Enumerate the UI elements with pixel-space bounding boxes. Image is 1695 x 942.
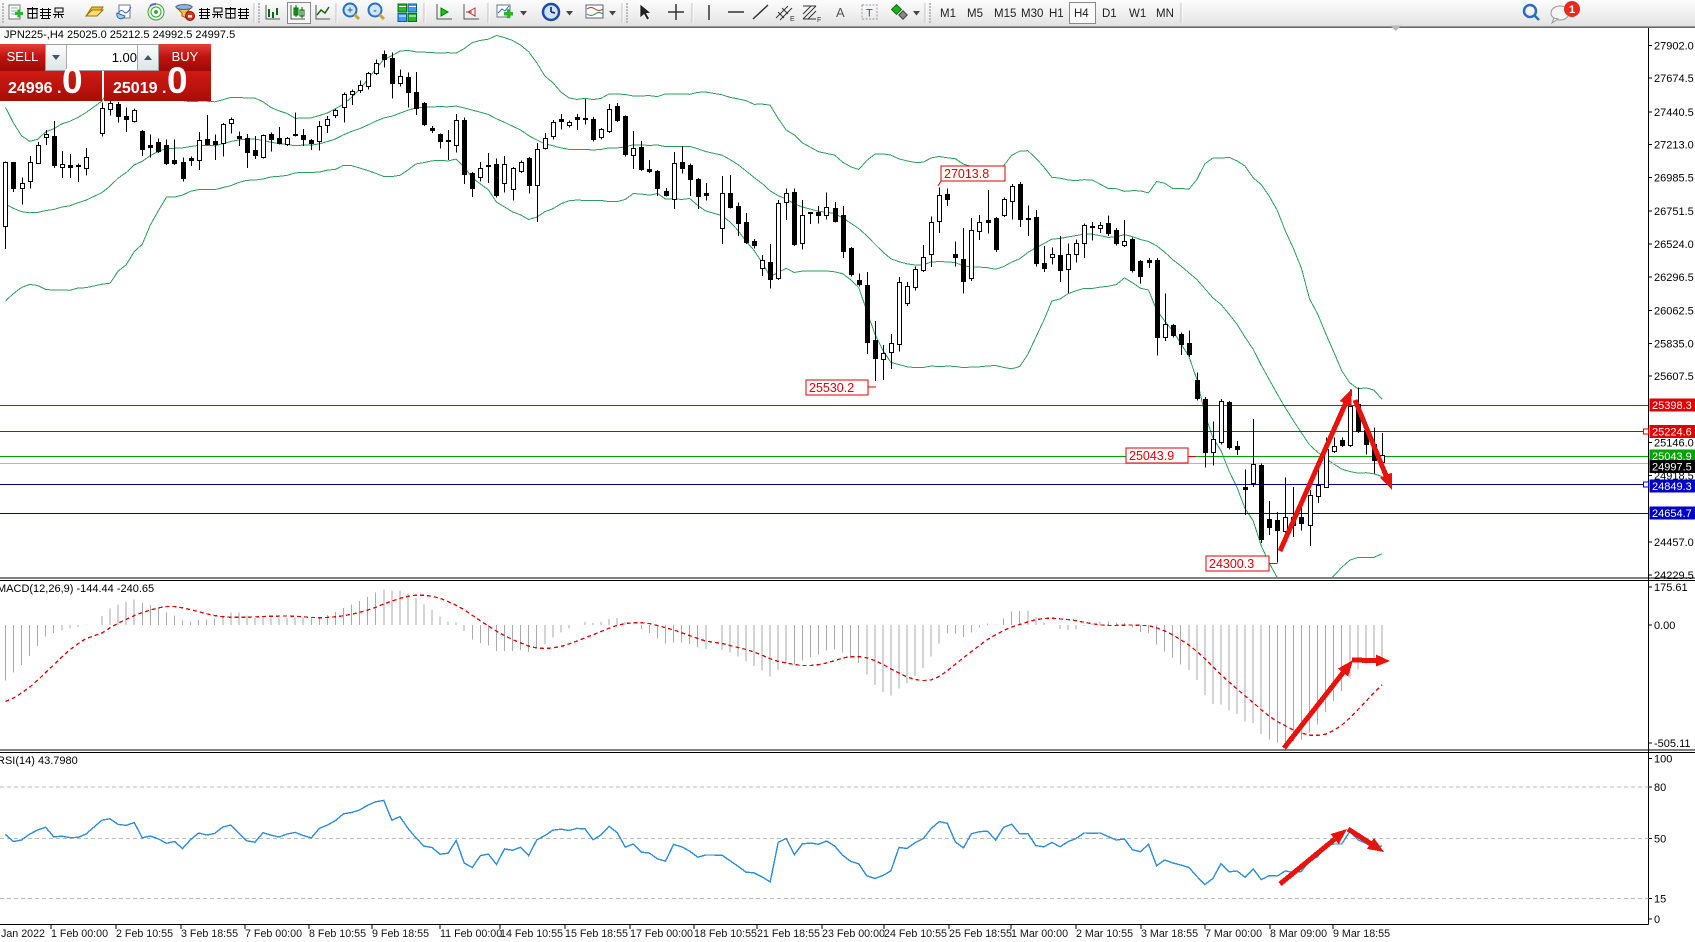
svg-text:26985.5: 26985.5 (1654, 173, 1694, 185)
svg-text:24229.5: 24229.5 (1654, 570, 1694, 582)
svg-text:24 Feb 10:55: 24 Feb 10:55 (884, 928, 947, 940)
svg-text:80: 80 (1654, 782, 1666, 794)
svg-text:175.61: 175.61 (1654, 582, 1688, 594)
svg-text:-505.11: -505.11 (1654, 738, 1691, 750)
svg-text:MACD(12,26,9) -144.44 -240.65: MACD(12,26,9) -144.44 -240.65 (0, 583, 154, 595)
svg-text:3 Mar 18:55: 3 Mar 18:55 (1141, 928, 1198, 940)
svg-text:JPN225-,H4 25025.0 25212.5 24: JPN225-,H4 25025.0 25212.5 24992.5 24997… (4, 29, 235, 41)
svg-text:A: A (836, 5, 845, 20)
svg-text:7 Mar 00:00: 7 Mar 00:00 (1205, 928, 1262, 940)
svg-text:8 Feb 10:55: 8 Feb 10:55 (309, 928, 366, 940)
svg-text:9 Mar 18:55: 9 Mar 18:55 (1333, 928, 1390, 940)
svg-text:RSI(14) 43.7980: RSI(14) 43.7980 (0, 755, 78, 767)
svg-text:25 Feb 18:55: 25 Feb 18:55 (949, 928, 1012, 940)
svg-text:0: 0 (1654, 914, 1660, 926)
svg-text:15 Feb 18:55: 15 Feb 18:55 (565, 928, 628, 940)
svg-text:W1: W1 (1129, 8, 1146, 20)
svg-text:M15: M15 (994, 8, 1016, 20)
svg-text:21 Feb 18:55: 21 Feb 18:55 (757, 928, 820, 940)
svg-text:3 Feb 18:55: 3 Feb 18:55 (181, 928, 238, 940)
svg-text:H4: H4 (1074, 8, 1089, 20)
svg-text:26524.0: 26524.0 (1654, 239, 1694, 251)
svg-text:1 Feb 00:00: 1 Feb 00:00 (51, 928, 108, 940)
svg-text:2 Feb 10:55: 2 Feb 10:55 (116, 928, 173, 940)
svg-text:F: F (817, 17, 821, 24)
svg-text:D1: D1 (1102, 8, 1117, 20)
svg-text:25530.2: 25530.2 (809, 381, 854, 395)
svg-text:1 Mar 00:00: 1 Mar 00:00 (1011, 928, 1068, 940)
svg-text:25224.6: 25224.6 (1652, 427, 1692, 439)
svg-text:7 Feb 00:00: 7 Feb 00:00 (245, 928, 302, 940)
svg-text:27674.5: 27674.5 (1654, 73, 1694, 85)
svg-text:27013.8: 27013.8 (944, 167, 989, 181)
svg-text:26751.5: 26751.5 (1654, 206, 1694, 218)
svg-text:M30: M30 (1021, 8, 1043, 20)
svg-text:24457.0: 24457.0 (1654, 537, 1694, 549)
svg-text:26062.5: 26062.5 (1654, 306, 1694, 318)
svg-text:9 Feb 18:55: 9 Feb 18:55 (372, 928, 429, 940)
svg-text:-: - (373, 6, 376, 17)
svg-text:25398.3: 25398.3 (1652, 400, 1692, 412)
svg-text:+: + (347, 6, 353, 17)
svg-text:E: E (790, 16, 795, 23)
svg-text:MN: MN (1156, 8, 1174, 20)
svg-text:50: 50 (1654, 833, 1666, 845)
svg-text:0.00: 0.00 (1654, 620, 1675, 632)
svg-text:M1: M1 (940, 8, 956, 20)
svg-text:25607.5: 25607.5 (1654, 371, 1694, 383)
svg-text:24300.3: 24300.3 (1209, 557, 1254, 571)
svg-text:27902.0: 27902.0 (1654, 40, 1694, 52)
svg-text:27213.0: 27213.0 (1654, 140, 1694, 152)
svg-text:15: 15 (1654, 894, 1666, 906)
svg-text:17 Feb 00:00: 17 Feb 00:00 (630, 928, 693, 940)
svg-text:27440.5: 27440.5 (1654, 107, 1694, 119)
svg-text:T: T (866, 8, 873, 20)
svg-text:1: 1 (1569, 4, 1575, 16)
svg-text:18 Feb 10:55: 18 Feb 10:55 (694, 928, 757, 940)
svg-text:Jan 2022: Jan 2022 (1, 928, 45, 940)
svg-text:H1: H1 (1049, 8, 1064, 20)
svg-text:26296.5: 26296.5 (1654, 272, 1694, 284)
svg-text:24654.7: 24654.7 (1652, 508, 1692, 520)
svg-text:25146.0: 25146.0 (1654, 438, 1694, 450)
svg-text:100: 100 (1654, 754, 1672, 766)
svg-text:23 Feb 00:00: 23 Feb 00:00 (822, 928, 885, 940)
svg-text:8 Mar 09:00: 8 Mar 09:00 (1270, 928, 1327, 940)
svg-text:25835.0: 25835.0 (1654, 338, 1694, 350)
svg-text:24997.5: 24997.5 (1652, 461, 1692, 473)
svg-text:24849.3: 24849.3 (1652, 481, 1692, 493)
svg-text:M5: M5 (967, 8, 983, 20)
svg-text:2 Mar 10:55: 2 Mar 10:55 (1076, 928, 1133, 940)
svg-text:11 Feb 00:00: 11 Feb 00:00 (440, 928, 502, 940)
svg-text:25043.9: 25043.9 (1129, 449, 1174, 463)
svg-text:14 Feb 10:55: 14 Feb 10:55 (500, 928, 563, 940)
